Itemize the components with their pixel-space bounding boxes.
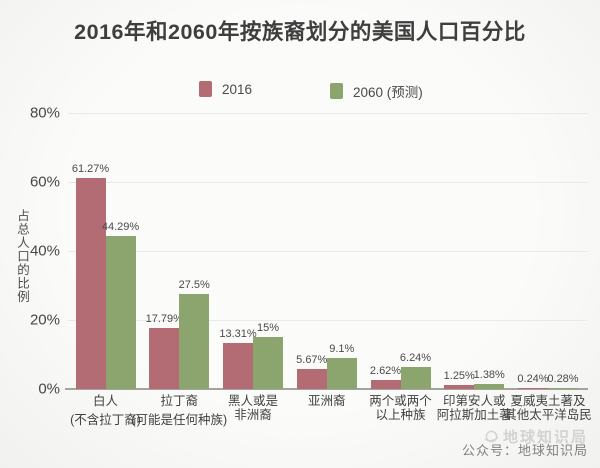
gridline [68, 251, 588, 252]
y-tick-0: 0% [38, 380, 60, 398]
category-label-line: 亚洲裔 [307, 394, 346, 408]
legend-item-2016: 2016 [199, 81, 252, 97]
bar-2016-cat0 [75, 177, 106, 389]
category-label-line: 以上种族 [375, 408, 426, 422]
legend-label-2016: 2016 [222, 81, 253, 97]
category-label-line: (可能是任何种族) [131, 413, 228, 427]
bar-2016-cat6 [518, 388, 548, 389]
legend-label-2060: 2060 (预测) [353, 85, 423, 100]
bar-2060-cat0 [105, 236, 136, 389]
category-label-2: 黑人或是 非洲裔 [188, 394, 318, 422]
bar-value-label: 17.79% [145, 312, 183, 325]
bar-2060-cat5 [474, 384, 505, 389]
watermark: 地球知识局 公众号：地球知识局 [462, 426, 588, 459]
category-label-6: 夏威夷土著及 其他太平洋岛民 [483, 394, 600, 422]
bar-value-label: 1.25% [443, 369, 475, 382]
legend-swatch-2016 [199, 81, 212, 97]
category-label-line: 非洲裔 [234, 408, 272, 422]
bar-2016-cat3 [296, 369, 327, 389]
bar-value-label: 2.62% [369, 364, 402, 377]
category-label-line: 黑人或是 [227, 394, 278, 408]
category-label-5: 印第安人或 阿拉斯加土著 [409, 394, 539, 422]
y-tick-40: 40% [29, 242, 60, 260]
bar-value-label: 6.24% [399, 352, 432, 365]
bar-2060-cat6 [548, 388, 578, 389]
bar-value-label: 0.28% [547, 373, 579, 385]
bar-2060-cat2 [253, 337, 283, 389]
category-label-line: 印第安人或 [442, 394, 506, 408]
plot-area: 61.27% 44.29% 白人 (不含拉丁裔) 17.79% 27.5% 拉丁裔 (可能是任… [65, 113, 592, 427]
category-label-4: 两个或两个 以上种族 [336, 394, 466, 422]
legend-item-2060: 2060 (预测) [330, 81, 423, 101]
category-label-3: 亚洲裔 [262, 394, 392, 408]
bar-value-label: 61.27% [71, 162, 110, 175]
bar-value-label: 15% [256, 322, 280, 335]
gridline [68, 182, 588, 183]
watermark-logo-text: 地球知识局 [502, 429, 588, 446]
bar-value-label: 0.24% [517, 373, 549, 385]
bar-2060-cat3 [326, 357, 357, 389]
category-label-1: 拉丁裔 (可能是任何种族) [114, 394, 244, 427]
y-axis-title: 占总人口的比例 [15, 209, 29, 304]
category-label-line: 夏威夷土著及 [510, 394, 586, 408]
watermark-caption: 公众号：地球知识局 [461, 443, 588, 458]
category-label-0: 白人 (不含拉丁裔) [41, 394, 171, 427]
bar-value-label: 1.38% [473, 369, 505, 382]
x-axis-line [65, 388, 588, 390]
bar-value-label: 13.31% [219, 328, 257, 341]
bar-2060-cat4 [400, 367, 431, 389]
bar-2016-cat4 [370, 379, 401, 389]
y-tick-80: 80% [29, 104, 60, 122]
category-label-line: 阿拉斯加土著 [436, 408, 512, 422]
y-tick-20: 20% [29, 311, 60, 329]
watermark-logo: 地球知识局 [462, 426, 588, 447]
gridline [68, 320, 588, 321]
category-label-line: 白人 [92, 394, 118, 408]
bar-2016-cat2 [223, 343, 253, 389]
globe-icon [484, 430, 499, 443]
category-label-line: 其他太平洋岛民 [504, 408, 592, 422]
category-label-line: (不含拉丁裔) [70, 413, 141, 427]
category-label-line: 两个或两个 [369, 394, 432, 408]
gridline [68, 113, 588, 114]
chart-title: 2016年和2060年按族裔划分的美国人口百分比 [74, 20, 526, 44]
bar-value-label: 27.5% [178, 279, 210, 292]
bar-2016-cat5 [444, 384, 475, 389]
bar-value-label: 5.67% [296, 354, 328, 367]
bar-2060-cat1 [179, 294, 210, 389]
bar-value-label: 9.1% [329, 342, 355, 355]
y-tick-60: 60% [29, 173, 60, 191]
category-label-line: 拉丁裔 [160, 394, 198, 408]
bar-2016-cat1 [149, 327, 180, 389]
bar-value-label: 44.29% [101, 221, 140, 234]
legend-swatch-2060 [330, 83, 343, 99]
